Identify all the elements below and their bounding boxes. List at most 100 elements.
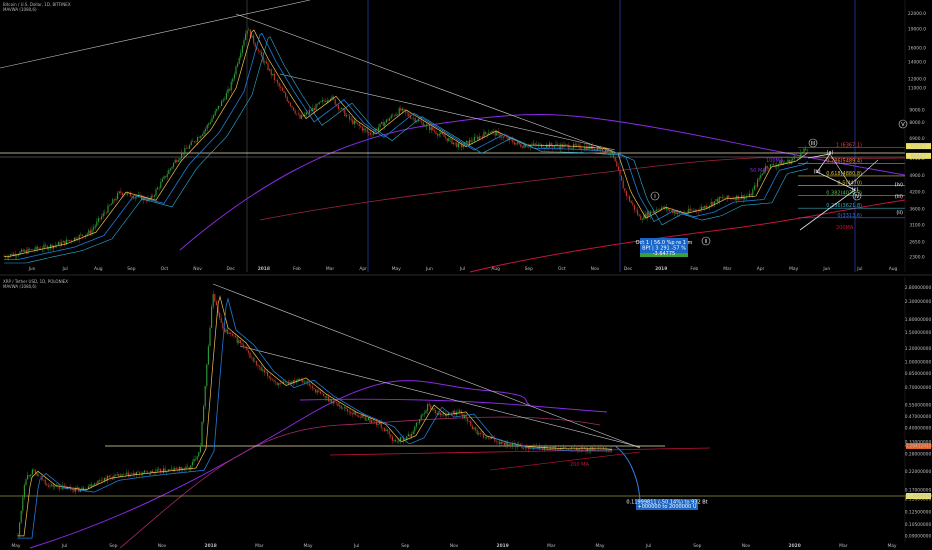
btc-candle	[403, 108, 405, 111]
btc-candle	[238, 57, 240, 64]
btc-y-tick: 22000.0	[908, 11, 926, 17]
btc-candle	[35, 246, 37, 250]
btc-info-line: -3.64775	[653, 251, 675, 257]
btc-x-tick: Dec	[624, 266, 633, 272]
btc-indicator: MAVWA (1080,6)	[3, 7, 37, 12]
btc-candle	[62, 240, 64, 243]
btc-price-tag-label: 6044.7	[911, 153, 927, 159]
xrp-candle	[225, 329, 227, 333]
xrp-candle	[147, 471, 149, 474]
xrp-candle	[358, 415, 360, 418]
xrp-candle	[151, 470, 153, 473]
btc-candle	[401, 108, 403, 111]
btc-candle	[152, 195, 154, 197]
btc-candle	[93, 227, 95, 230]
btc-candle	[357, 123, 359, 124]
btc-candle	[432, 127, 434, 131]
label-100ma: 100MA	[766, 158, 784, 164]
xrp-candle	[587, 447, 589, 452]
xrp-candle	[103, 477, 105, 481]
xrp-candle	[318, 390, 320, 392]
xrp-candle	[59, 486, 61, 489]
btc-candle	[168, 170, 170, 175]
btc-candle	[243, 40, 245, 46]
subwave-label: (b)	[813, 169, 820, 175]
xrp-candle	[153, 471, 155, 473]
xrp-candle	[553, 446, 555, 449]
xrp-candle	[604, 448, 606, 451]
xrp-candle	[550, 447, 552, 451]
btc-y-tick: 6900.0	[909, 136, 925, 142]
xrp-x-tick: Nov	[450, 543, 459, 549]
btc-candle	[281, 88, 283, 91]
btc-candle	[259, 50, 261, 52]
btc-candle	[421, 121, 423, 123]
btc-candle	[598, 148, 600, 150]
xrp-candle	[91, 484, 93, 487]
btc-candle	[310, 110, 312, 111]
btc-y-tick: 16000.0	[908, 45, 926, 51]
btc-candle	[662, 206, 664, 208]
xrp-candle	[100, 479, 102, 481]
xrp-candle	[47, 485, 49, 487]
xrp-candle	[22, 497, 24, 511]
btc-candle	[710, 202, 712, 206]
btc-candle	[185, 148, 187, 149]
xrp-candle	[83, 487, 85, 490]
xrp-candle	[407, 434, 409, 437]
xrp-candle	[227, 329, 229, 334]
btc-candle	[48, 247, 50, 250]
btc-candle	[195, 141, 197, 143]
btc-candle	[624, 188, 626, 192]
label-200ma-xrp: 200 MA	[570, 462, 589, 468]
xrp-candle	[433, 408, 435, 411]
btc-candle	[491, 131, 493, 133]
xrp-x-tick: Jul	[61, 543, 67, 549]
btc-candle	[309, 110, 311, 114]
btc-candle	[521, 146, 523, 148]
btc-candle	[462, 145, 464, 148]
btc-candle	[301, 115, 303, 119]
btc-candle	[272, 73, 274, 76]
xrp-candle	[295, 380, 297, 382]
xrp-candle	[319, 391, 321, 394]
xrp-candle	[19, 522, 21, 535]
xrp-ema-slow	[18, 297, 612, 539]
btc-candle	[137, 195, 139, 197]
xrp-candle	[324, 395, 326, 398]
xrp-candle	[377, 424, 379, 425]
btc-y-tick: 12000.0	[908, 76, 926, 82]
btc-candle	[749, 193, 751, 197]
xrp-candle	[263, 369, 265, 373]
btc-candle	[198, 137, 200, 138]
btc-candle	[337, 104, 339, 109]
btc-candle	[720, 196, 722, 198]
xrp-price-tag	[906, 493, 931, 499]
xrp-candle	[243, 344, 245, 347]
btc-candle	[211, 118, 213, 122]
xrp-candle	[172, 468, 174, 471]
btc-x-tick: 2018	[258, 266, 270, 272]
btc-candle	[176, 160, 178, 162]
xrp-candle	[596, 447, 598, 449]
xrp-candle	[215, 301, 217, 306]
xrp-candle	[355, 412, 357, 415]
btc-candle	[709, 205, 711, 207]
xrp-candle	[121, 473, 123, 476]
btc-candle	[6, 257, 8, 258]
btc-x-tick: Aug	[889, 266, 898, 272]
btc-info-box	[640, 238, 688, 256]
btc-candle	[360, 125, 362, 128]
xrp-candle	[179, 466, 181, 471]
btc-candle	[329, 98, 331, 100]
xrp-candle	[379, 422, 381, 425]
xrp-y-tick: 0.55000000	[905, 403, 932, 409]
btc-candle	[429, 124, 431, 131]
btc-candle	[469, 140, 471, 145]
xrp-candle	[471, 426, 473, 430]
wave-label-ii: II	[705, 239, 708, 245]
btc-candle	[179, 158, 181, 161]
btc-candle	[617, 166, 619, 171]
xrp-price-tag-label: 0.14000000	[905, 494, 932, 500]
xrp-candle	[198, 452, 200, 457]
